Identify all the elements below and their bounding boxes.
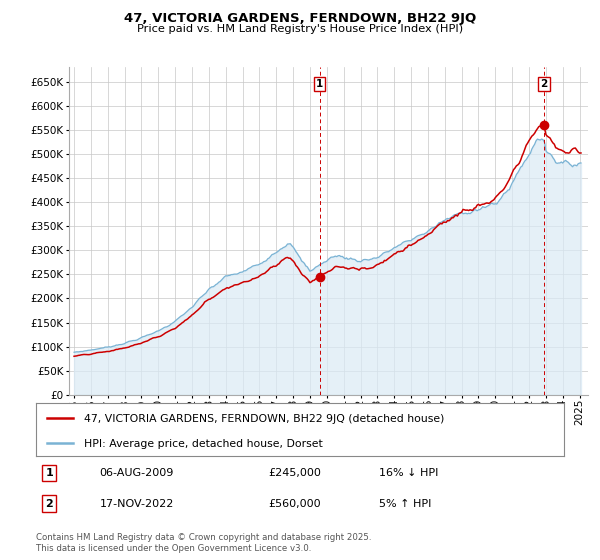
Text: 1: 1	[316, 78, 323, 88]
Text: 1: 1	[46, 468, 53, 478]
Text: £245,000: £245,000	[268, 468, 321, 478]
Text: 2: 2	[540, 78, 547, 88]
Text: 2: 2	[46, 498, 53, 508]
Text: Price paid vs. HM Land Registry's House Price Index (HPI): Price paid vs. HM Land Registry's House …	[137, 24, 463, 34]
Text: £560,000: £560,000	[268, 498, 321, 508]
Text: 17-NOV-2022: 17-NOV-2022	[100, 498, 174, 508]
Text: 47, VICTORIA GARDENS, FERNDOWN, BH22 9JQ: 47, VICTORIA GARDENS, FERNDOWN, BH22 9JQ	[124, 12, 476, 25]
Text: 16% ↓ HPI: 16% ↓ HPI	[379, 468, 439, 478]
Text: 06-AUG-2009: 06-AUG-2009	[100, 468, 174, 478]
Text: Contains HM Land Registry data © Crown copyright and database right 2025.
This d: Contains HM Land Registry data © Crown c…	[36, 533, 371, 553]
Text: 5% ↑ HPI: 5% ↑ HPI	[379, 498, 431, 508]
Text: HPI: Average price, detached house, Dorset: HPI: Average price, detached house, Dors…	[83, 439, 322, 449]
Text: 47, VICTORIA GARDENS, FERNDOWN, BH22 9JQ (detached house): 47, VICTORIA GARDENS, FERNDOWN, BH22 9JQ…	[83, 414, 444, 424]
